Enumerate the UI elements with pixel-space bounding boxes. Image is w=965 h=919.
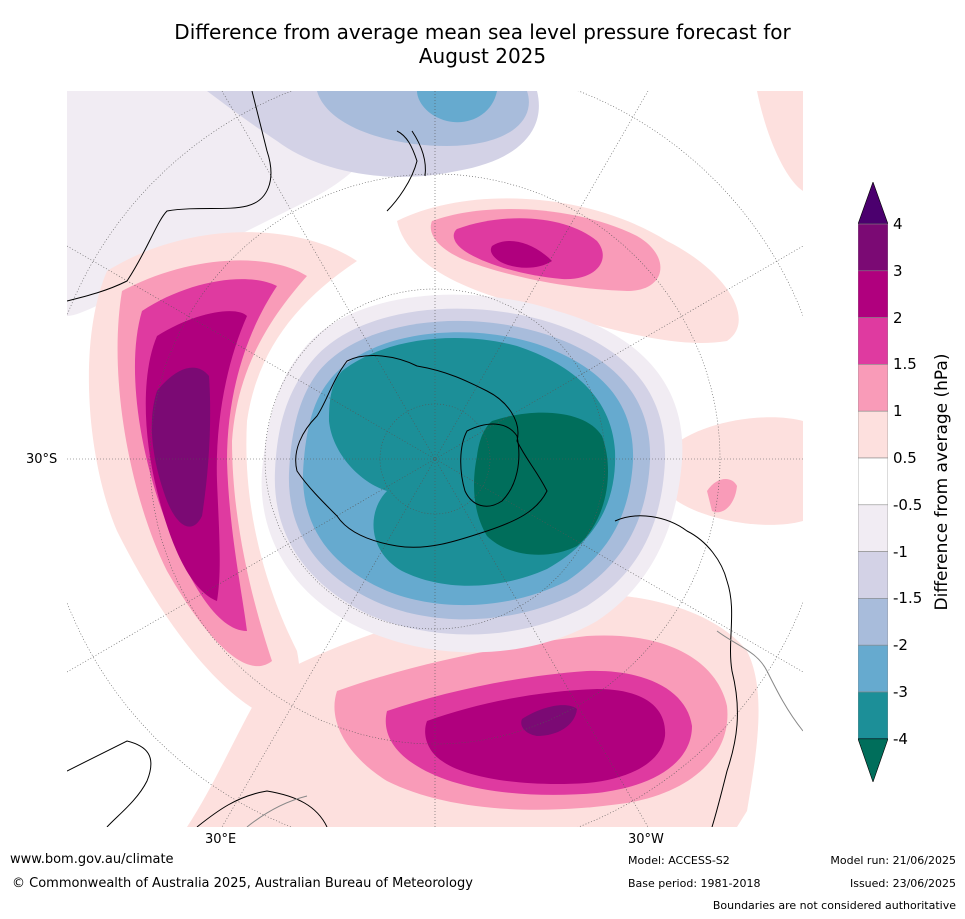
website-link[interactable]: www.bom.gov.au/climate xyxy=(10,852,174,867)
colorbar-swatch xyxy=(857,364,889,412)
colorbar xyxy=(857,181,889,783)
northeast-weak-high xyxy=(757,91,803,191)
lon-label-30w: 30°W xyxy=(628,832,664,847)
colorbar-swatches xyxy=(857,181,889,783)
colorbar-swatch xyxy=(857,691,889,740)
indian-ocean-high xyxy=(88,232,358,718)
base-period-text: Base period: 1981-2018 xyxy=(628,877,761,890)
title-line-2: August 2025 xyxy=(418,44,547,68)
colorbar-tick-label: 4 xyxy=(893,215,903,233)
south-pacific-high xyxy=(397,198,739,343)
colorbar-tick-label: -2 xyxy=(893,636,908,655)
colorbar-tick-label: 1 xyxy=(893,402,903,421)
title-line-1: Difference from average mean sea level p… xyxy=(174,20,791,44)
colorbar-swatch xyxy=(857,551,889,599)
disclaimer-text: Boundaries are not considered authoritat… xyxy=(712,899,956,912)
map-title: Difference from average mean sea level p… xyxy=(0,20,965,68)
east-weak-high xyxy=(662,417,803,525)
copyright-text: © Commonwealth of Australia 2025, Austra… xyxy=(12,876,473,891)
colorbar-extend-max xyxy=(857,181,889,225)
colorbar-tick-label: 3 xyxy=(893,261,903,280)
colorbar-extend-min xyxy=(857,738,889,783)
colorbar-swatch xyxy=(857,598,889,646)
issued-text: Issued: 23/06/2025 xyxy=(849,877,956,890)
colorbar-tick-label: -1 xyxy=(893,542,908,561)
south-atlantic-high xyxy=(187,593,759,827)
colorbar-label: Difference from average (hPa) xyxy=(932,353,952,611)
pressure-anomaly-map xyxy=(67,91,803,827)
lon-label-30e: 30°E xyxy=(205,832,237,847)
colorbar-swatch xyxy=(857,457,889,506)
graticule xyxy=(67,91,803,827)
model-text: Model: ACCESS-S2 xyxy=(628,854,730,867)
colorbar-swatch xyxy=(857,317,889,365)
colorbar-tick-label: 0.5 xyxy=(893,449,917,467)
colorbar-tick-label: -3 xyxy=(893,683,908,701)
colorbar-tick-label: -1.5 xyxy=(893,589,923,608)
colorbar-swatch xyxy=(857,223,889,272)
lat-label-30s: 30°S xyxy=(26,452,58,467)
colorbar-swatch xyxy=(857,410,889,459)
coastlines xyxy=(67,91,738,827)
colorbar-swatch xyxy=(857,644,889,693)
colorbar-tick-label: 2 xyxy=(893,308,903,327)
colorbar-swatch xyxy=(857,270,889,318)
colorbar-tick-label: 1.5 xyxy=(893,355,917,374)
colorbar-swatch xyxy=(857,504,889,552)
model-run-text: Model run: 21/06/2025 xyxy=(830,854,956,867)
east-high-core xyxy=(707,479,737,513)
country-borders xyxy=(246,630,803,827)
colorbar-tick-label: -4 xyxy=(893,729,908,748)
colorbar-tick-label: -0.5 xyxy=(893,495,923,514)
antarctic-low xyxy=(261,294,683,653)
